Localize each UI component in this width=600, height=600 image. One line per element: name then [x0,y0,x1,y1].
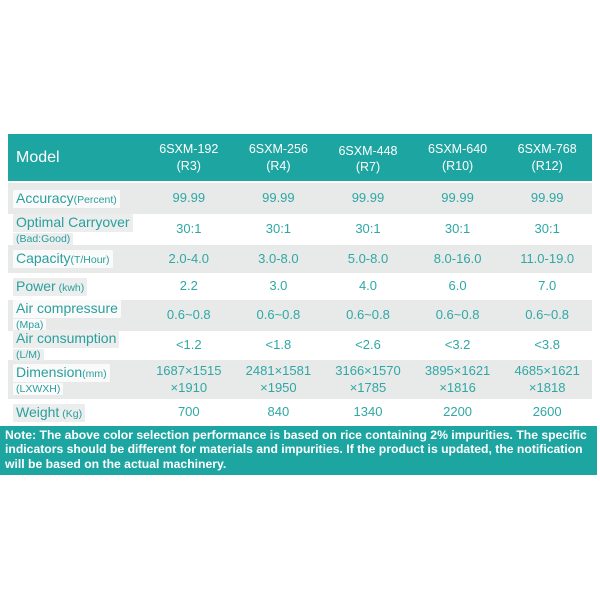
spec-value: 2.0-4.0 [168,250,210,266]
spec-value: 0.6~0.8 [256,307,301,323]
header-model-label: Model [16,148,60,166]
spec-value: 99.99 [262,190,295,206]
header-col-6sxm-640: 6SXM-640 (R10) [428,142,488,173]
table-row-air-compressure: Air compressure (Mpa) 0.6~0.8 0.6~0.8 0.… [8,300,592,331]
spec-value: 2600 [532,404,562,420]
spec-value: 3.0 [269,278,288,294]
spec-value: <2.6 [355,337,381,353]
table-row-power: Power (kwh) 2.2 3.0 4.0 6.0 7.0 [8,273,592,300]
note-bar: Note: The above color selection performa… [0,426,597,475]
row-label-text: Air compressure [16,300,118,316]
spec-value: 99.99 [530,190,564,206]
spec-value: 700 [177,404,200,420]
header-col-6sxm-768: 6SXM-768 (R12) [517,142,577,173]
spec-value: 5.0-8.0 [347,250,389,266]
spec-value: 99.99 [351,190,385,206]
row-label-air-consumption: Air consumption (L/M) [8,330,144,361]
spec-value: 1687×1515 ×1910 [156,362,222,395]
spec-value: 2.2 [179,278,198,294]
row-label-weight: Weight (Kg) [8,403,144,422]
row-label-text: Power [16,277,56,294]
spec-value: 30:1 [444,221,471,237]
table-row-accuracy: Accuracy(Percent) 99.99 99.99 99.99 99.9… [8,183,592,214]
spec-value: 3166×1570 ×1785 [335,362,401,395]
spec-value: 0.6~0.8 [346,307,390,323]
spec-value: 0.6~0.8 [525,307,570,323]
spec-value: 6.0 [448,278,467,294]
spec-value: 7.0 [538,278,557,294]
spec-value: <1.2 [175,337,202,353]
row-unit-text: (Percent) [73,193,117,206]
row-label-power: Power (kwh) [8,277,144,296]
spec-value: 30:1 [355,221,381,237]
row-label-capacity: Capacity(T/Hour) [8,250,144,268]
spec-value: 11.0-19.0 [520,250,575,266]
row-unit-text: (LXWXH) [13,383,64,395]
spec-value: 3895×1621 ×1816 [424,362,491,395]
spec-value: 2481×1581 ×1950 [245,362,312,395]
row-unit-text: (mm) [82,368,107,380]
spec-value: <3.2 [444,337,471,353]
spec-value: 30:1 [534,221,560,237]
spec-value: 2200 [443,404,473,420]
spec-value: 99.99 [441,190,474,206]
spec-value: 840 [267,404,290,420]
table-row-capacity: Capacity(T/Hour) 2.0-4.0 3.0-8.0 5.0-8.0… [8,245,592,273]
header-col-6sxm-192: 6SXM-192 (R3) [159,142,219,173]
spec-value: 99.99 [172,190,206,206]
spec-value: 0.6~0.8 [435,307,480,323]
row-label-text: Weight [16,403,60,420]
row-unit-text: (Bad:Good) [13,233,74,245]
row-label-text: Optimal Carryover [16,214,130,230]
spec-value: 8.0-16.0 [433,250,482,266]
row-unit-text: (T/Hour) [70,254,110,266]
spec-value: 1340 [353,404,383,420]
row-unit-text: (L/M) [13,349,44,361]
row-unit-text: (Kg) [59,407,83,420]
row-unit-text: (kwh) [55,281,85,294]
spec-value: 4.0 [358,278,378,294]
spec-value: 0.6~0.8 [166,307,211,323]
table-row-dimension: Dimension(mm) (LXWXH) 1687×1515 ×1910 24… [8,360,592,399]
row-label-optimal-carryover: Optimal Carryover (Bad:Good) [8,214,144,245]
spec-value: 4685×1621 ×1818 [514,362,580,395]
spec-table: Model 6SXM-192 (R3) 6SXM-256 (R4) 6SXM-4… [8,134,592,426]
row-label-text: Accuracy [16,189,74,206]
spec-value: <3.8 [534,337,560,353]
header-col-6sxm-448: 6SXM-448 (R7) [338,144,398,175]
row-label-accuracy: Accuracy(Percent) [8,189,144,208]
table-row-optimal-carryover: Optimal Carryover (Bad:Good) 30:1 30:1 3… [8,214,592,245]
row-label-text: Capacity [16,250,71,266]
header-col-6sxm-256: 6SXM-256 (R4) [248,142,308,173]
table-row-air-consumption: Air consumption (L/M) <1.2 <1.8 <2.6 <3.… [8,330,592,361]
spec-value: 30:1 [176,221,202,237]
row-unit-text: (Mpa) [13,319,47,331]
table-row-weight: Weight (Kg) 700 840 1340 2200 2600 [8,399,592,426]
spec-value: 30:1 [265,221,292,237]
row-label-air-compressure: Air compressure (Mpa) [8,300,144,331]
table-header-row: Model 6SXM-192 (R3) 6SXM-256 (R4) 6SXM-4… [8,134,592,181]
row-label-dimension: Dimension(mm) (LXWXH) [8,364,144,395]
spec-value: 3.0-8.0 [258,250,299,266]
row-label-text: Air consumption [16,330,117,346]
row-label-text: Dimension [16,364,83,380]
spec-value: <1.8 [265,337,292,353]
